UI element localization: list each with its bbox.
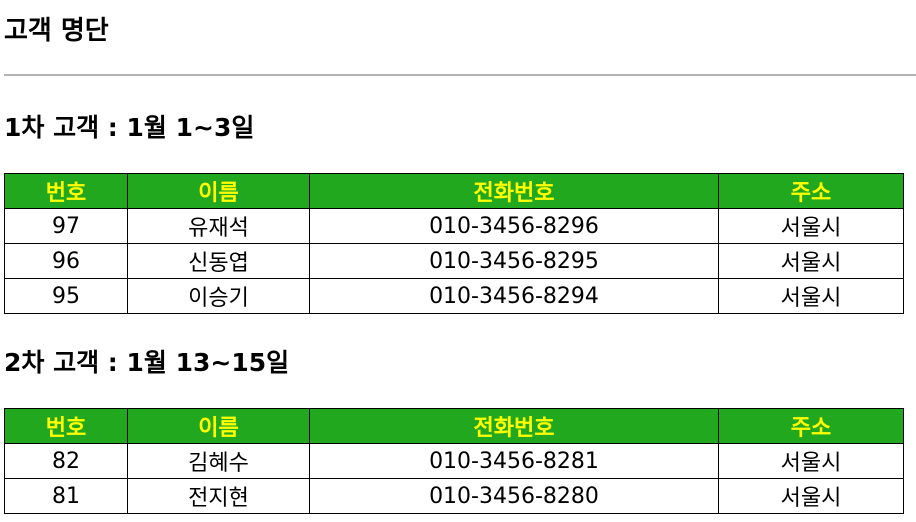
cell-number: 96 — [4, 243, 128, 279]
column-header-phone: 전화번호 — [309, 408, 719, 444]
table-header-row: 번호 이름 전화번호 주소 — [4, 408, 904, 444]
cell-phone: 010-3456-8296 — [309, 208, 719, 244]
divider — [4, 74, 916, 76]
cell-phone: 010-3456-8281 — [309, 443, 719, 479]
table-row: 95 이승기 010-3456-8294 서울시 — [4, 278, 904, 314]
cell-number: 95 — [4, 278, 128, 314]
table-row: 96 신동엽 010-3456-8295 서울시 — [4, 243, 904, 279]
page-title: 고객 명단 — [4, 16, 109, 46]
table-row: 82 김혜수 010-3456-8281 서울시 — [4, 443, 904, 479]
cell-name: 전지현 — [127, 478, 310, 514]
column-header-number: 번호 — [4, 408, 128, 444]
customer-table-2: 번호 이름 전화번호 주소 82 김혜수 010-3456-8281 서울시 8… — [4, 408, 904, 514]
column-header-phone: 전화번호 — [309, 173, 719, 209]
cell-address: 서울시 — [718, 208, 904, 244]
cell-address: 서울시 — [718, 278, 904, 314]
cell-name: 김혜수 — [127, 443, 310, 479]
cell-name: 유재석 — [127, 208, 310, 244]
cell-address: 서울시 — [718, 478, 904, 514]
cell-number: 97 — [4, 208, 128, 244]
cell-phone: 010-3456-8280 — [309, 478, 719, 514]
section-heading-1: 1차 고객 : 1월 1~3일 — [4, 113, 255, 142]
cell-name: 이승기 — [127, 278, 310, 314]
cell-address: 서울시 — [718, 243, 904, 279]
table-row: 81 전지현 010-3456-8280 서울시 — [4, 478, 904, 514]
column-header-number: 번호 — [4, 173, 128, 209]
column-header-name: 이름 — [127, 173, 310, 209]
cell-phone: 010-3456-8294 — [309, 278, 719, 314]
column-header-name: 이름 — [127, 408, 310, 444]
cell-phone: 010-3456-8295 — [309, 243, 719, 279]
table-header-row: 번호 이름 전화번호 주소 — [4, 173, 904, 209]
cell-address: 서울시 — [718, 443, 904, 479]
cell-number: 81 — [4, 478, 128, 514]
column-header-address: 주소 — [718, 408, 904, 444]
cell-name: 신동엽 — [127, 243, 310, 279]
cell-number: 82 — [4, 443, 128, 479]
column-header-address: 주소 — [718, 173, 904, 209]
section-heading-2: 2차 고객 : 1월 13~15일 — [4, 348, 290, 377]
customer-table-1: 번호 이름 전화번호 주소 97 유재석 010-3456-8296 서울시 9… — [4, 173, 904, 314]
table-row: 97 유재석 010-3456-8296 서울시 — [4, 208, 904, 244]
